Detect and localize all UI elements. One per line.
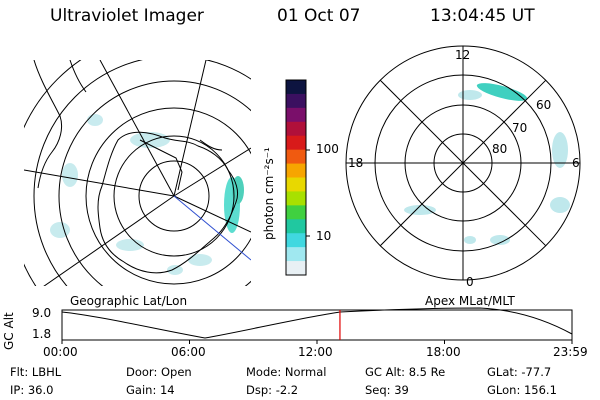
latitude-circles (24, 60, 251, 286)
colorbar-units: photon cm⁻²s⁻¹ (262, 147, 276, 240)
geographic-map-label: Geographic Lat/Lon (70, 294, 188, 308)
colorbar-swatch (286, 149, 306, 165)
instrument-title: Ultraviolet Imager (50, 6, 204, 26)
orbit-timeline (61, 307, 573, 344)
status-ip: IP: 36.0 (10, 383, 54, 397)
color-bar (285, 79, 310, 276)
status-dsp: Dsp: -2.2 (246, 383, 299, 397)
status-gain: Gain: 14 (126, 383, 175, 397)
colorbar-tick-100: 100 (316, 142, 339, 156)
colorbar-swatch (286, 261, 306, 276)
colorbar-swatch (286, 107, 306, 123)
time-label: 13:04:45 UT (430, 6, 535, 26)
mlt-label-left: 18 (348, 156, 364, 170)
coastlines (33, 60, 239, 274)
timeline-xtick-3: 18:00 (426, 345, 461, 359)
colorbar-swatch (286, 163, 306, 178)
timeline-ytick-min: 1.8 (32, 327, 52, 341)
geographic-map (24, 60, 251, 286)
left-emission-patches (50, 114, 244, 275)
colorbar-swatch (286, 205, 306, 220)
colorbar-swatch (286, 247, 306, 262)
status-gc-alt: GC Alt: 8.5 Re (365, 365, 446, 379)
status-flt: Flt: LBHL (10, 365, 62, 379)
mlt-label-right: 6 (572, 156, 580, 170)
magnetic-map-label: Apex MLat/MLT (425, 294, 515, 308)
status-seq: Seq: 39 (365, 383, 409, 397)
colorbar-swatch (286, 233, 306, 248)
meridian-lines (24, 60, 251, 286)
x-ticks (61, 340, 573, 344)
timeline-xtick-4: 23:59 (553, 345, 588, 359)
colorbar-swatch (286, 93, 306, 109)
mlt-label-top: 12 (455, 48, 471, 62)
colorbar-swatch (286, 191, 306, 206)
magnetic-polar-map (345, 45, 581, 281)
mlt-label-bottom: 0 (466, 275, 474, 289)
mlat-label-80: 80 (492, 142, 508, 156)
status-glat: GLat: -77.7 (487, 365, 552, 379)
right-emission-patches (404, 83, 570, 245)
timeline-ytick-max: 9.0 (32, 306, 52, 320)
timeline-ylabel: GC Alt (2, 312, 16, 350)
sun-direction-line (173, 195, 251, 261)
mlat-label-60: 60 (536, 98, 552, 112)
timeline-xtick-2: 12:00 (298, 345, 333, 359)
mlat-label-70: 70 (512, 121, 528, 135)
status-door: Door: Open (126, 365, 192, 379)
status-glon: GLon: 156.1 (487, 383, 557, 397)
timeline-xtick-1: 06:00 (171, 345, 206, 359)
colorbar-swatch (286, 121, 306, 137)
timeline-xtick-0: 00:00 (43, 345, 78, 359)
colorbar-tick-10: 10 (316, 229, 332, 243)
colorbar-swatch (286, 177, 306, 192)
date-label: 01 Oct 07 (277, 6, 361, 26)
colorbar-swatch (286, 135, 306, 151)
mlt-lines (346, 46, 580, 280)
status-mode: Mode: Normal (246, 365, 327, 379)
colorbar-swatch (286, 80, 306, 95)
colorbar-swatch (286, 219, 306, 234)
